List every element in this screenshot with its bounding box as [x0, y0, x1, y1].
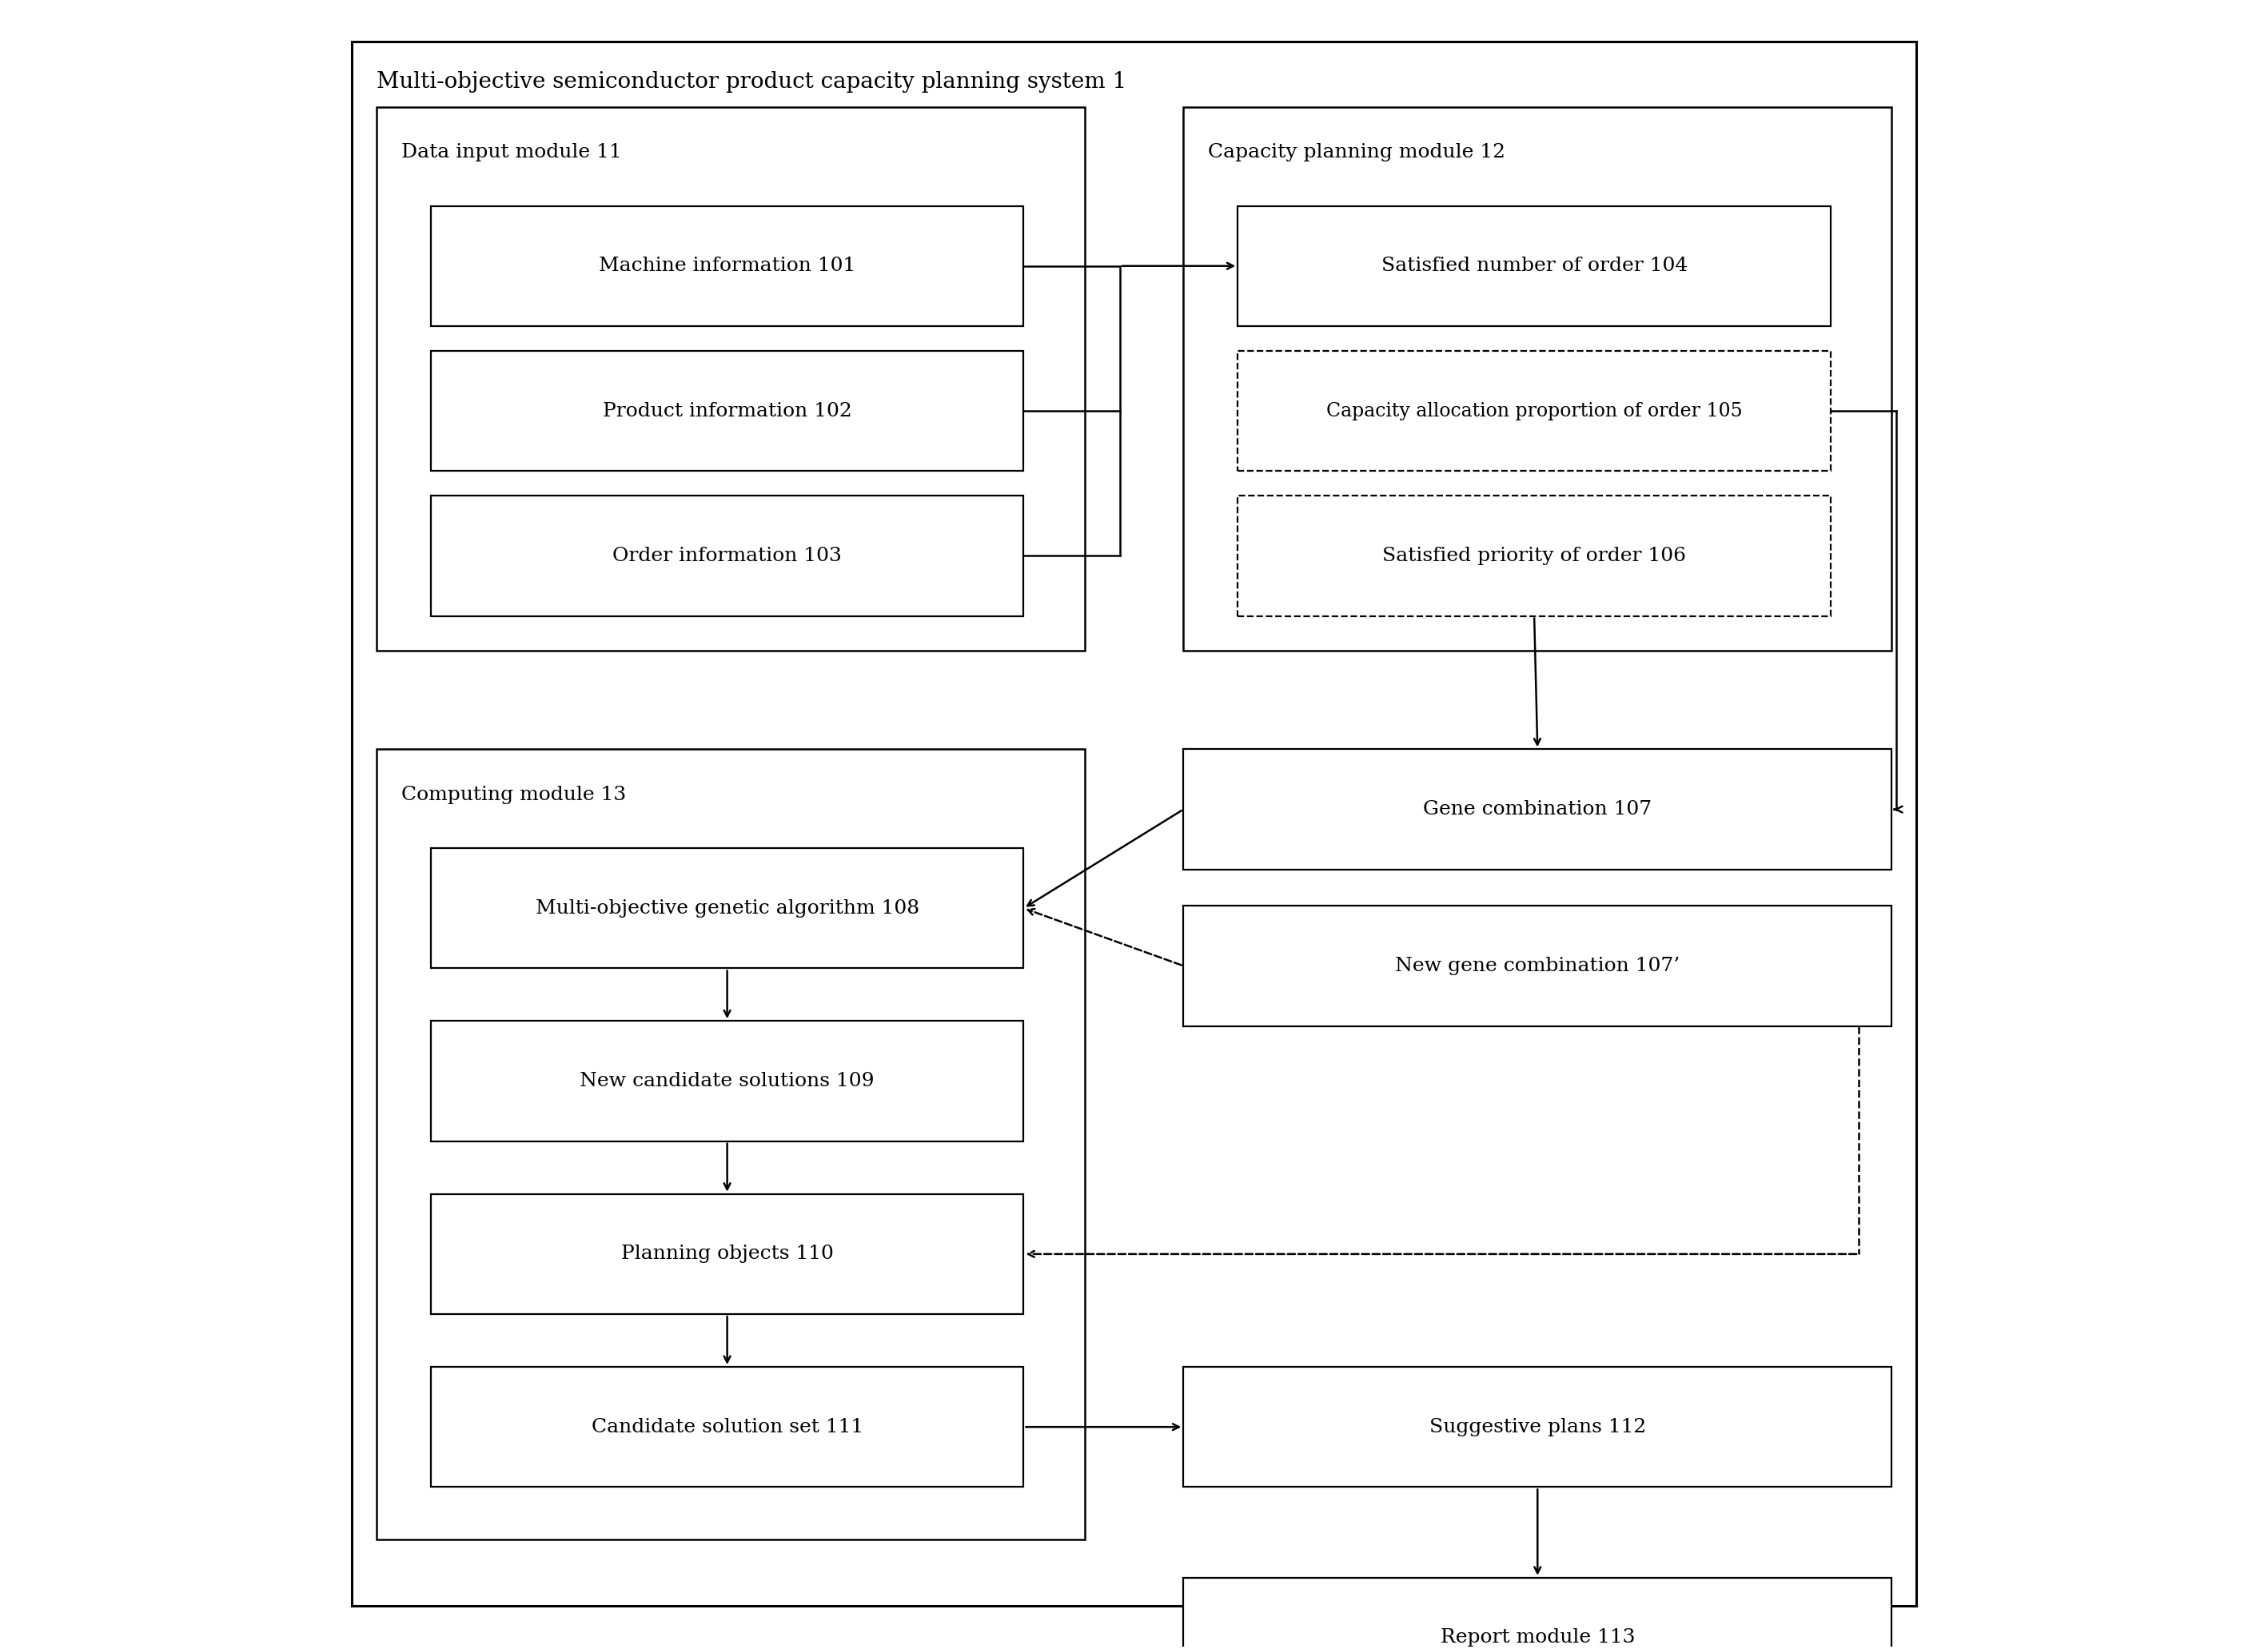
Bar	[1238, 496, 1830, 615]
Text: Machine information 101: Machine information 101	[599, 257, 855, 275]
Text: New gene combination 107’: New gene combination 107’	[1395, 956, 1681, 975]
Bar	[376, 749, 1084, 1540]
Bar	[431, 1021, 1023, 1141]
Text: Capacity planning module 12: Capacity planning module 12	[1209, 143, 1506, 162]
Bar	[1184, 905, 1892, 1026]
Bar	[376, 107, 1084, 650]
Text: Satisfied number of order 104: Satisfied number of order 104	[1381, 257, 1687, 275]
Text: Computing module 13: Computing module 13	[401, 785, 626, 805]
Bar	[1184, 1578, 1892, 1649]
Bar	[431, 206, 1023, 327]
Text: Multi-objective genetic algorithm 108: Multi-objective genetic algorithm 108	[535, 899, 919, 917]
Text: Data input module 11: Data input module 11	[401, 143, 621, 162]
Bar	[1238, 351, 1830, 472]
Text: Product information 102: Product information 102	[603, 402, 853, 420]
Text: Order information 103: Order information 103	[612, 546, 841, 566]
Text: New candidate solutions 109: New candidate solutions 109	[581, 1072, 875, 1090]
Bar	[431, 351, 1023, 472]
Text: Candidate solution set 111: Candidate solution set 111	[592, 1418, 864, 1436]
Text: Capacity allocation proportion of order 105: Capacity allocation proportion of order …	[1327, 402, 1742, 420]
Text: Planning objects 110: Planning objects 110	[621, 1245, 832, 1263]
Text: Suggestive plans 112: Suggestive plans 112	[1429, 1418, 1647, 1436]
Bar	[431, 496, 1023, 615]
Bar	[1184, 1367, 1892, 1487]
Bar	[431, 1194, 1023, 1314]
Bar	[1184, 749, 1892, 869]
Bar	[1184, 107, 1892, 650]
Text: Report module 113: Report module 113	[1440, 1629, 1635, 1647]
Bar	[1238, 206, 1830, 327]
Text: Multi-objective semiconductor product capacity planning system 1: Multi-objective semiconductor product ca…	[376, 71, 1127, 92]
Text: Satisfied priority of order 106: Satisfied priority of order 106	[1381, 546, 1685, 566]
Bar	[431, 848, 1023, 968]
Bar	[431, 1367, 1023, 1487]
Text: Gene combination 107: Gene combination 107	[1422, 800, 1651, 818]
